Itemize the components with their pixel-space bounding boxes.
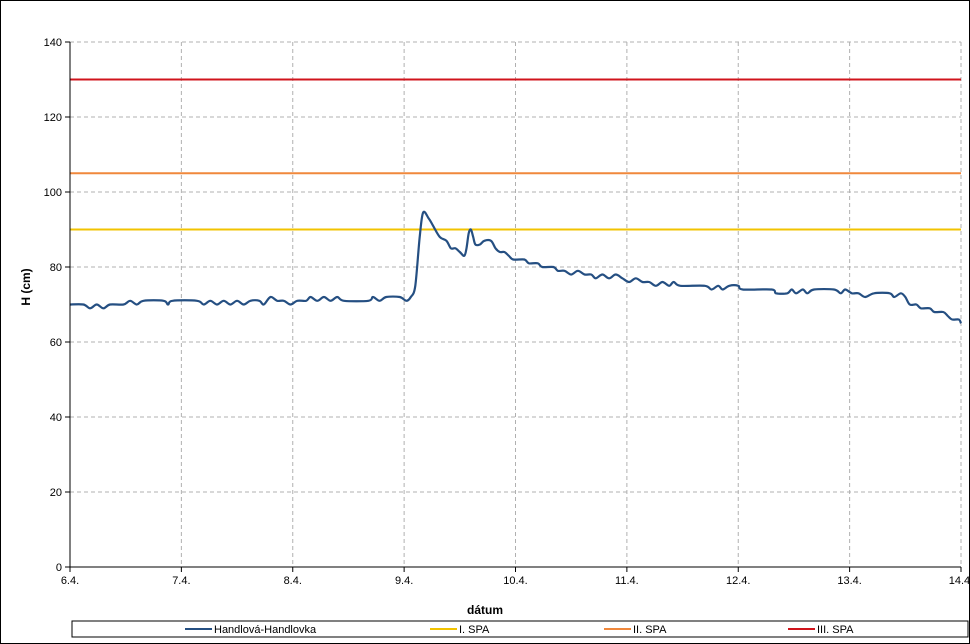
legend-label: III. SPA	[817, 624, 854, 636]
legend-label: Handlová-Handlovka	[214, 624, 317, 636]
y-tick-label: 140	[44, 37, 62, 49]
legend-label: I. SPA	[459, 624, 490, 636]
legend: Handlová-Handlovka I. SPA II. SPA III. SPA	[71, 620, 969, 638]
legend-label: II. SPA	[633, 624, 667, 636]
y-axis-title: H (cm)	[19, 268, 33, 305]
x-tick-label: 7.4.	[172, 575, 190, 587]
x-tick-label: 14.4.	[949, 575, 970, 587]
y-tick-label: 20	[50, 487, 62, 499]
x-tick-label: 13.4.	[837, 575, 861, 587]
x-tick-label: 11.4.	[615, 575, 639, 587]
x-tick-label: 12.4.	[726, 575, 750, 587]
x-tick-label: 6.4.	[61, 575, 79, 587]
y-tick-label: 60	[50, 337, 62, 349]
y-tick-labels: 0 20 40 60 80 100 120 140	[44, 37, 62, 574]
series-line-handlova	[69, 210, 963, 324]
x-axis-title: dátum	[467, 603, 503, 617]
x-tick-label: 9.4.	[395, 575, 413, 587]
legend-box	[71, 620, 969, 638]
y-tick-label: 40	[50, 412, 62, 424]
x-tick-label: 8.4.	[284, 575, 302, 587]
x-tick-labels: 6.4. 7.4. 8.4. 9.4. 10.4. 11.4. 12.4. 13.4. 14.4…	[61, 575, 970, 587]
threshold-lines	[70, 78, 961, 231]
y-tick-label: 100	[44, 187, 62, 199]
x-tick-label: 10.4.	[503, 575, 527, 587]
y-tick-label: 0	[56, 562, 62, 574]
axes	[65, 41, 962, 572]
y-tick-label: 80	[50, 262, 62, 274]
y-tick-label: 120	[44, 112, 62, 124]
